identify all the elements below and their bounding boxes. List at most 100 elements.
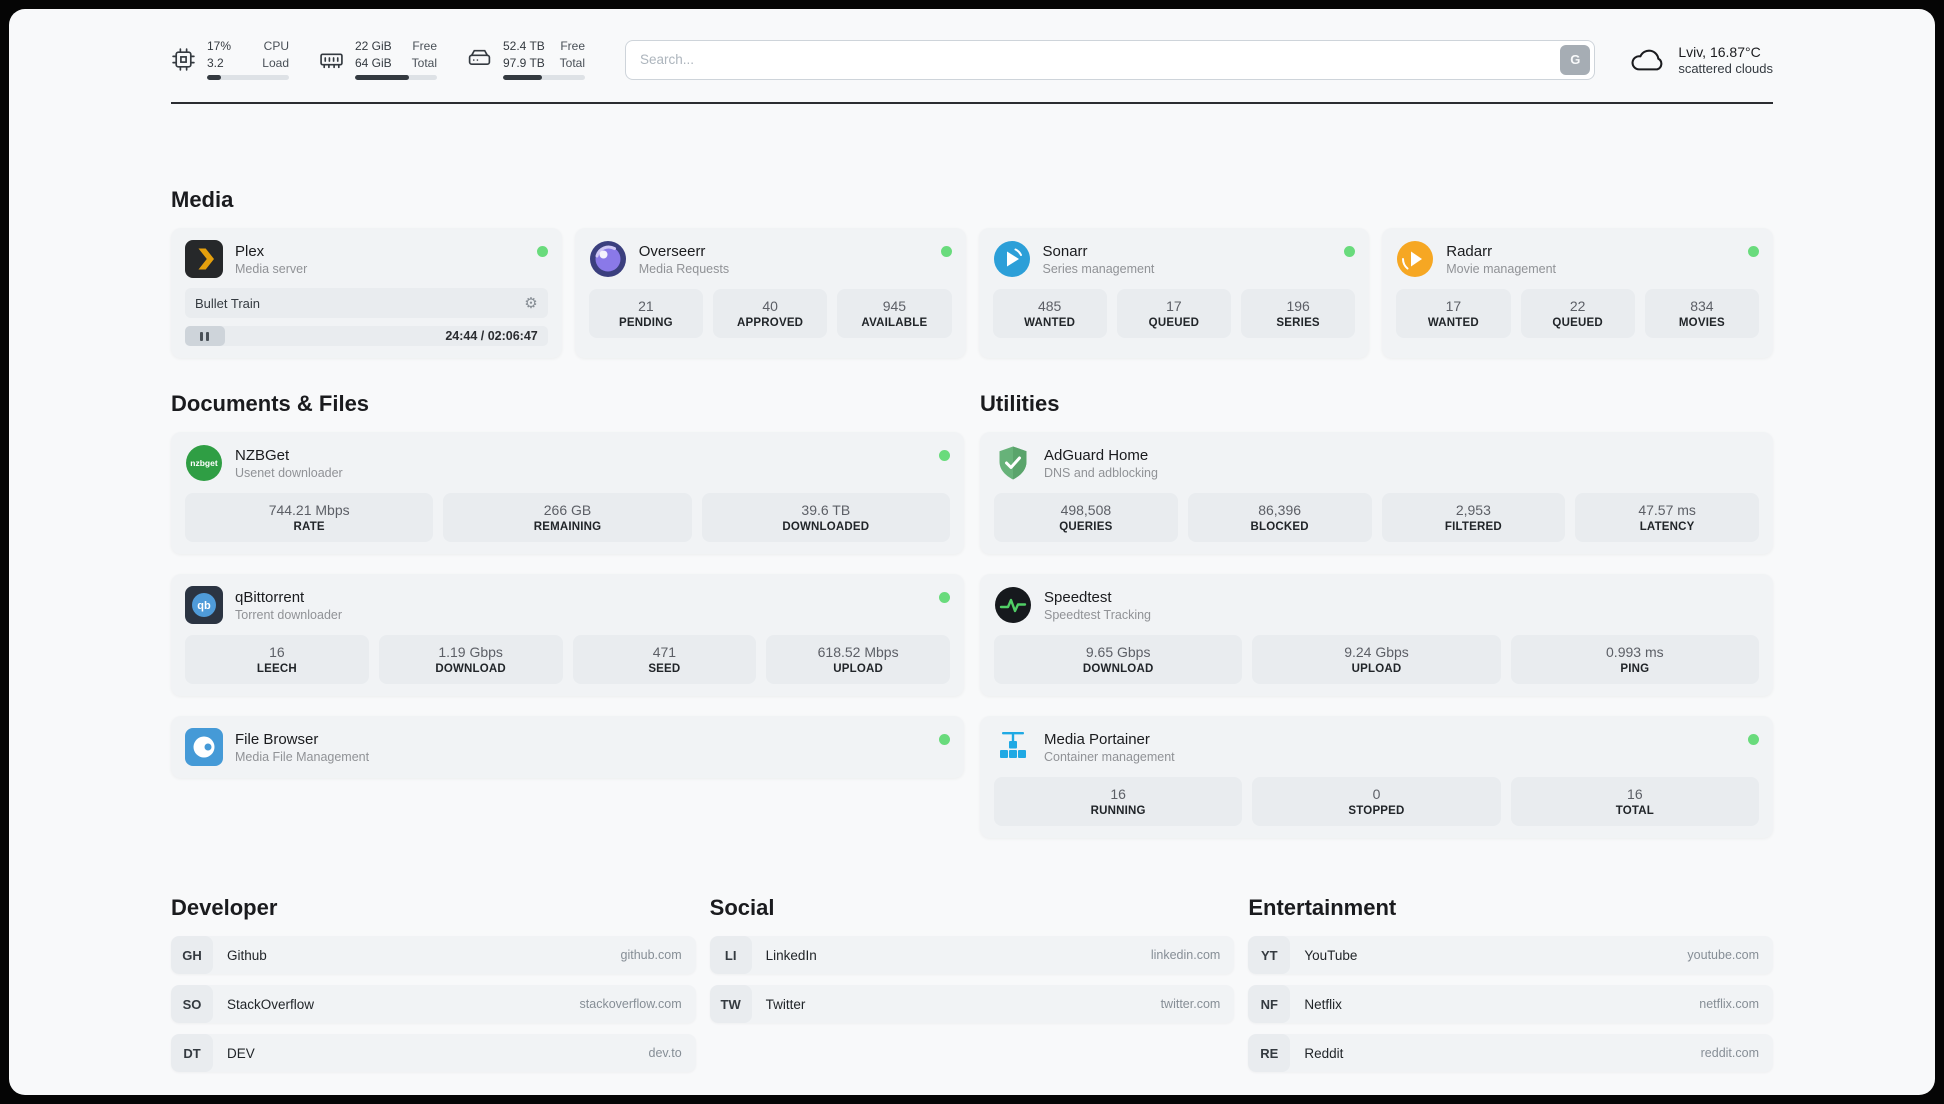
app-name: qBittorrent (235, 588, 305, 606)
bookmark-badge: RE (1248, 1034, 1291, 1073)
ram-label-1: Free (412, 39, 437, 53)
bookmark-badge: DT (171, 1034, 213, 1073)
overseerr-icon (589, 240, 627, 278)
app-card-overseerr[interactable]: Overseerr Media Requests 21 PENDING 40 A… (574, 228, 966, 359)
disk-progress-fill (503, 75, 542, 81)
adguard-shield-icon (994, 444, 1032, 482)
app-subtitle: Series management (1042, 261, 1155, 276)
app-name: Overseerr (638, 242, 706, 260)
cloud-icon (1629, 45, 1667, 75)
app-card-filebrowser[interactable]: File Browser Media File Management (171, 716, 964, 779)
bookmark-netflix[interactable]: NF Netflix netflix.com (1248, 985, 1773, 1024)
playback-progress[interactable]: 24:44 / 02:06:47 (185, 326, 548, 347)
top-bar: 17% CPU 3.2 Load (171, 9, 1773, 81)
status-dot (939, 734, 950, 746)
progress-track (185, 326, 548, 347)
stat-total: 16 TOTAL (1510, 777, 1759, 827)
dashboard-page: 17% CPU 3.2 Load (9, 9, 1935, 1095)
stat-wanted: 485 WANTED (992, 289, 1107, 339)
app-name: Media Portainer (1044, 730, 1150, 748)
app-name: AdGuard Home (1044, 446, 1149, 464)
disk-label-2: Total (559, 55, 585, 70)
cpu-label-1: CPU (263, 39, 289, 53)
app-subtitle: Usenet downloader (235, 465, 343, 480)
app-subtitle: Container management (1044, 749, 1175, 764)
bookmark-linkedin[interactable]: LI LinkedIn linkedin.com (709, 936, 1235, 975)
hard-drive-icon (467, 47, 492, 72)
app-name: File Browser (235, 730, 319, 748)
radarr-icon (1396, 240, 1434, 278)
status-dot (939, 450, 950, 462)
disk-free-value: 52.4 TB (503, 39, 545, 53)
app-card-radarr[interactable]: Radarr Movie management 17 WANTED 22 QUE… (1382, 228, 1773, 359)
disk-widget: 52.4 TB Free 97.9 TB Total (467, 39, 585, 81)
stat-download: 1.19 Gbps DOWNLOAD (378, 635, 563, 685)
bookmark-dev[interactable]: DT DEV dev.to (171, 1034, 696, 1073)
bookmark-twitter[interactable]: TW Twitter twitter.com (709, 985, 1235, 1024)
section-title-entertainment: Entertainment (1248, 895, 1397, 921)
svg-text:nzbget: nzbget (190, 458, 218, 468)
stat-downloaded: 39.6 TB DOWNLOADED (701, 493, 950, 543)
disk-label-1: Free (560, 39, 585, 53)
bookmark-badge: YT (1248, 936, 1291, 975)
system-stats-group: 17% CPU 3.2 Load (171, 39, 585, 81)
nzbget-icon: nzbget (185, 444, 223, 482)
bookmark-badge: GH (171, 936, 213, 975)
app-name: Plex (235, 242, 265, 260)
stat-upload: 618.52 Mbps UPLOAD (766, 635, 950, 685)
app-card-adguard[interactable]: AdGuard Home DNS and adblocking 498,508 … (980, 432, 1773, 555)
plex-icon (185, 240, 223, 279)
bookmark-badge: LI (709, 936, 752, 975)
search-engine-button[interactable]: G (1560, 44, 1591, 75)
bookmark-badge: TW (709, 985, 752, 1024)
bookmark-youtube[interactable]: YT YouTube youtube.com (1248, 936, 1773, 975)
stat-queued: 22 QUEUED (1520, 289, 1635, 339)
app-subtitle: Media Requests (638, 261, 730, 276)
stat-upload: 9.24 Gbps UPLOAD (1252, 635, 1501, 685)
app-subtitle: Torrent downloader (235, 607, 343, 622)
section-documents: Documents & Files nzbget NZBGet Usenet d… (171, 390, 964, 779)
stat-rate: 744.21 Mbps RATE (185, 493, 434, 543)
section-title-documents: Documents & Files (171, 391, 370, 417)
stat-remaining: 266 GB REMAINING (443, 493, 692, 543)
stat-stopped: 0 STOPPED (1252, 777, 1501, 827)
section-media: Media Plex Media server Bullet Train (171, 186, 1773, 359)
search-bar: G (625, 39, 1596, 80)
section-title-social: Social (709, 895, 775, 921)
app-subtitle: DNS and adblocking (1044, 465, 1158, 480)
bookmark-github[interactable]: GH Github github.com (171, 936, 696, 975)
app-card-plex[interactable]: Plex Media server Bullet Train ⚙ 24:44 / (171, 228, 562, 359)
cpu-progress-fill (207, 75, 221, 81)
disk-progress-bar (503, 75, 585, 81)
stat-wanted: 17 WANTED (1396, 289, 1511, 339)
ram-memory-icon (319, 47, 344, 72)
app-card-portainer[interactable]: Media Portainer Container management 16 … (980, 716, 1773, 839)
progress-fill (185, 326, 225, 347)
qbittorrent-icon: qb (185, 586, 223, 625)
app-card-qbittorrent[interactable]: qb qBittorrent Torrent downloader 16 LEE… (171, 574, 964, 697)
cpu-progress-bar (207, 75, 289, 81)
search-input[interactable] (625, 39, 1596, 80)
status-dot (940, 246, 952, 258)
app-subtitle: Media File Management (235, 749, 370, 764)
now-playing-title: Bullet Train (195, 295, 261, 311)
pause-icon (200, 331, 204, 341)
app-subtitle: Speedtest Tracking (1044, 607, 1152, 622)
section-title-utilities: Utilities (980, 391, 1060, 417)
ram-total-value: 64 GiB (355, 55, 392, 70)
stat-leech: 16 LEECH (185, 635, 369, 685)
sonarr-icon (993, 240, 1031, 278)
bookmark-stackoverflow[interactable]: SO StackOverflow stackoverflow.com (171, 985, 696, 1024)
app-card-nzbget[interactable]: nzbget NZBGet Usenet downloader 744.21 M… (171, 432, 964, 555)
app-card-speedtest[interactable]: Speedtest Speedtest Tracking 9.65 Gbps D… (980, 574, 1773, 697)
app-name: Speedtest (1044, 588, 1112, 606)
stat-latency: 47.57 ms LATENCY (1575, 493, 1759, 543)
stat-queued: 17 QUEUED (1116, 289, 1231, 339)
plex-now-playing: Bullet Train ⚙ (185, 288, 548, 319)
gear-icon[interactable]: ⚙ (524, 294, 538, 312)
app-name: Radarr (1446, 242, 1493, 260)
stat-download: 9.65 Gbps DOWNLOAD (994, 635, 1243, 685)
app-card-sonarr[interactable]: Sonarr Series management 485 WANTED 17 Q… (978, 228, 1370, 359)
bookmark-reddit[interactable]: RE Reddit reddit.com (1248, 1034, 1773, 1073)
bookmark-badge: NF (1248, 985, 1291, 1024)
